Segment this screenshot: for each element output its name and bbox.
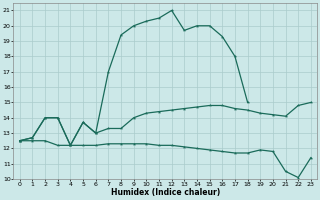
- X-axis label: Humidex (Indice chaleur): Humidex (Indice chaleur): [111, 188, 220, 197]
